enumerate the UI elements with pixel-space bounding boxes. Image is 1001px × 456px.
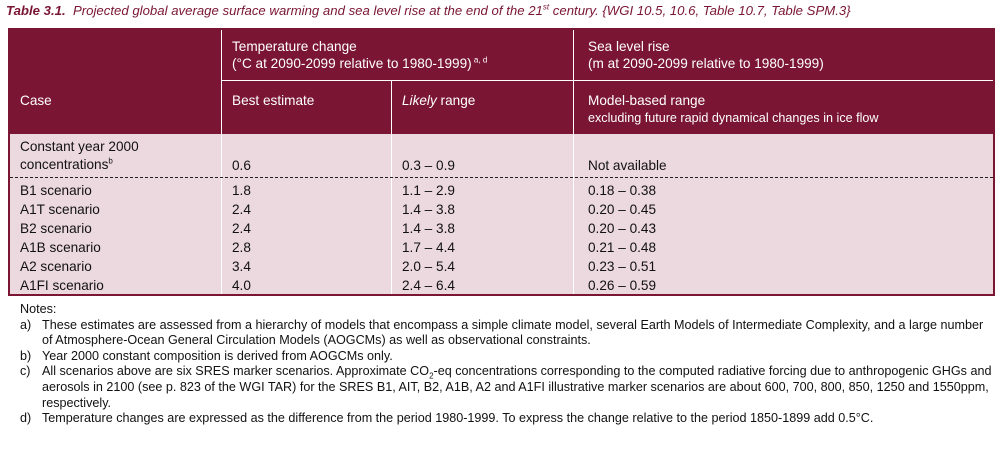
header-divider [221, 30, 222, 134]
note-b: b) Year 2000 constant composition is deri… [20, 349, 995, 365]
row-sea: 0.26 – 0.59 [588, 278, 657, 293]
note-b-label: b) [20, 348, 32, 363]
note-b-text: Year 2000 constant composition is derive… [42, 348, 393, 363]
row-sea: 0.20 – 0.45 [588, 202, 657, 217]
row-best: 4.0 [232, 278, 251, 293]
header-temp-title: Temperature change [232, 39, 357, 54]
row-best: 2.4 [232, 221, 251, 236]
row-sea: 0.23 – 0.51 [588, 259, 657, 274]
row-case: A2 scenario [20, 259, 92, 274]
constant-case-sup: b [108, 156, 113, 166]
header-divider [573, 30, 574, 134]
row-case: B1 scenario [20, 183, 92, 198]
note-d-text: Temperature changes are expressed as the… [42, 411, 874, 426]
row-sea: 0.18 – 0.38 [588, 183, 657, 198]
caption-sup: st [542, 2, 550, 12]
caption-text: Projected global average surface warming… [72, 3, 543, 18]
header-temp-sub: (°C at 2090-2099 relative to 1980-1999) … [232, 55, 487, 72]
note-c-text: All scenarios above are six SRES marker … [42, 364, 430, 379]
header-case: Case [20, 93, 52, 108]
row-sea: 0.20 – 0.43 [588, 221, 657, 236]
constant-case-line1: Constant year 2000 [20, 139, 139, 154]
table-caption: Table 3.1. Projected global average surf… [6, 3, 996, 18]
note-d: d) Temperature changes are expressed as t… [20, 411, 995, 427]
header-likely-range: Likely range [402, 92, 475, 109]
note-c: c) All scenarios above are six SRES marke… [20, 364, 995, 411]
body-divider [391, 134, 392, 294]
body-divider [221, 134, 222, 294]
body-divider [573, 134, 574, 294]
row-best: 1.8 [232, 183, 251, 198]
note-c-text-end: -eq concentrations corresponding to the … [42, 364, 992, 410]
row-case: A1T scenario [20, 202, 100, 217]
row-likely: 1.4 – 3.8 [402, 202, 455, 217]
row-likely: 1.4 – 3.8 [402, 221, 455, 236]
constant-best: 0.6 [232, 158, 251, 173]
row-sea: 0.21 – 0.48 [588, 240, 657, 255]
row-likely: 1.1 – 2.9 [402, 183, 455, 198]
table-body: Constant year 2000 concentrationsb 0.6 0… [10, 134, 993, 294]
row-best: 3.4 [232, 259, 251, 274]
header-divider [391, 80, 392, 134]
table-notes: Notes: a) These estimates are assessed fr… [20, 302, 995, 427]
header-temp-sub-text: (°C at 2090-2099 relative to 1980-1999) [232, 56, 472, 71]
header-temp-sup: a, d [471, 55, 488, 65]
note-a-text: These estimates are assessed from a hier… [42, 317, 984, 348]
note-c-label: c) [20, 364, 31, 379]
row-likely: 2.4 – 6.4 [402, 278, 455, 293]
header-model-range: Model-based range [588, 93, 706, 108]
header-best-estimate: Best estimate [232, 93, 315, 108]
row-best: 2.8 [232, 240, 251, 255]
constant-likely: 0.3 – 0.9 [402, 158, 455, 173]
data-table: Case Temperature change (°C at 2090-2099… [8, 28, 995, 296]
constant-case-text: concentrations [20, 157, 109, 172]
note-a: a) These estimates are assessed from a hi… [20, 318, 995, 349]
table-header: Case Temperature change (°C at 2090-2099… [10, 30, 993, 134]
note-c-sub: 2 [429, 371, 434, 381]
header-sea-sub: (m at 2090-2099 relative to 1980-1999) [588, 56, 824, 71]
row-case: A1FI scenario [20, 278, 104, 293]
header-model-range-sub: excluding future rapid dynamical changes… [588, 111, 879, 125]
note-a-label: a) [20, 317, 32, 332]
row-case: B2 scenario [20, 221, 92, 236]
header-likely: Likely [402, 93, 437, 108]
notes-title: Notes: [20, 302, 57, 316]
caption-text-end: century. {WGI 10.5, 10.6, Table 10.7, Ta… [549, 3, 851, 18]
row-case: A1B scenario [20, 240, 101, 255]
dashed-separator [10, 177, 993, 178]
row-likely: 2.0 – 5.4 [402, 259, 455, 274]
row-best: 2.4 [232, 202, 251, 217]
header-rule [222, 80, 993, 81]
header-range: range [436, 93, 476, 108]
row-likely: 1.7 – 4.4 [402, 240, 455, 255]
constant-sea: Not available [588, 158, 667, 173]
header-sea-title: Sea level rise [588, 39, 670, 54]
caption-label: Table 3.1. [6, 3, 66, 18]
note-d-label: d) [20, 411, 32, 426]
constant-case-line2: concentrationsb [20, 156, 113, 173]
